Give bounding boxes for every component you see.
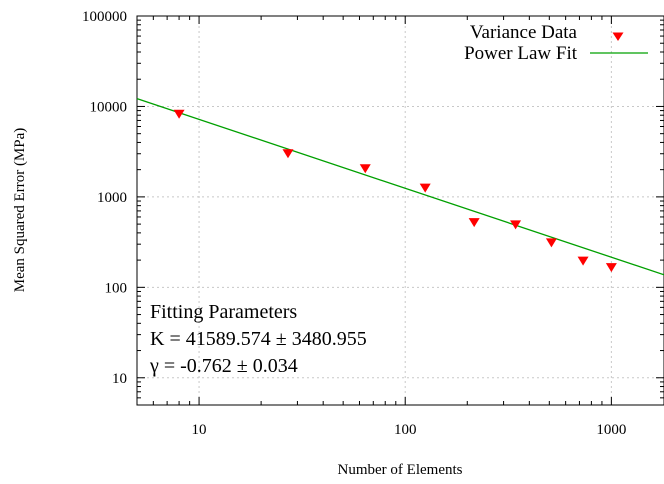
data-point	[173, 109, 185, 119]
x-axis-title: Number of Elements	[338, 462, 463, 478]
y-axis-title: Mean Squared Error (MPa)	[12, 128, 28, 293]
tick-labels: 10 100 1000 10 100 1000 10000 100000	[82, 9, 626, 438]
y-tick-label: 100	[105, 280, 128, 296]
data-point	[359, 164, 371, 174]
data-point	[545, 238, 557, 248]
x-tick-label: 10	[192, 422, 207, 438]
data-point	[605, 263, 617, 273]
axes-layer	[136, 15, 664, 406]
legend-label-variance-data: Variance Data	[470, 22, 578, 43]
y-tick-label: 10000	[90, 99, 128, 115]
legend: Variance Data Power Law Fit	[464, 22, 648, 64]
annotation-k-value: K = 41589.574 ± 3480.955	[150, 328, 367, 350]
y-tick-label: 10	[112, 371, 127, 387]
y-tick-label: 1000	[97, 190, 127, 206]
fitting-parameters-annotation: Fitting Parameters K = 41589.574 ± 3480.…	[149, 301, 367, 377]
data-point	[510, 220, 522, 230]
x-tick-label: 100	[394, 422, 417, 438]
annotation-title: Fitting Parameters	[150, 301, 297, 323]
data-points-layer	[173, 109, 617, 273]
data-point	[577, 256, 589, 266]
data-point	[468, 218, 480, 228]
legend-label-power-law-fit: Power Law Fit	[464, 43, 578, 64]
power-law-fit-line	[136, 98, 664, 276]
x-tick-label: 1000	[596, 422, 626, 438]
annotation-gamma-value: γ = -0.762 ± 0.034	[149, 355, 298, 377]
fit-line-layer	[136, 98, 664, 276]
data-point	[419, 183, 431, 193]
y-tick-label: 100000	[82, 9, 127, 25]
data-point	[282, 149, 294, 159]
legend-marker-variance-data	[612, 32, 624, 41]
